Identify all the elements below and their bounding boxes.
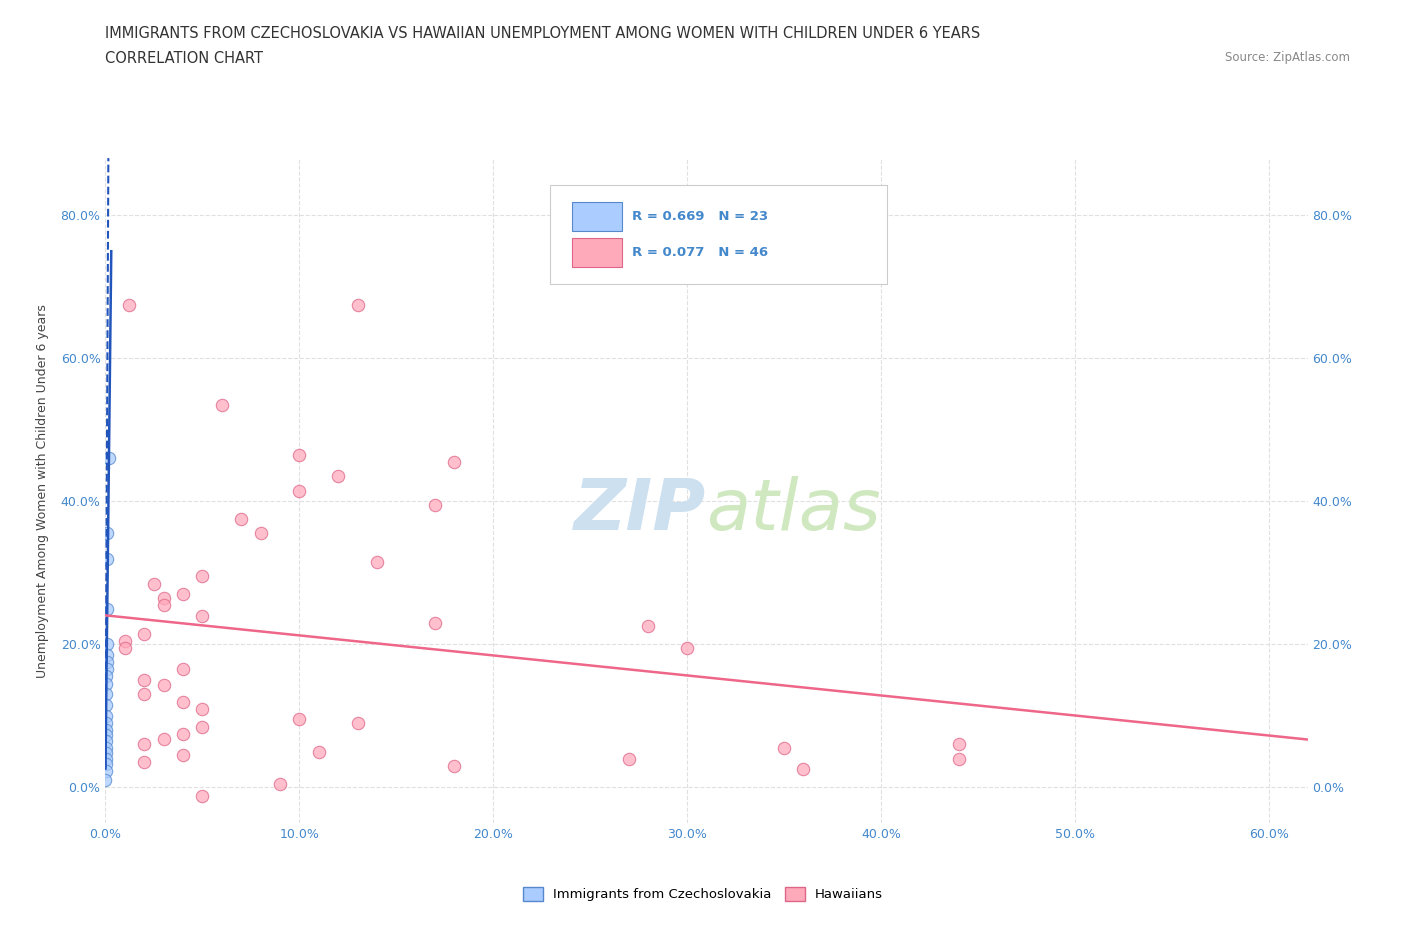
Point [172,726,194,741]
Point [134,737,156,751]
Point [134,626,156,641]
Point [114,641,136,656]
Point [96,551,118,566]
Point [94,740,117,755]
Point [94,773,117,788]
FancyBboxPatch shape [572,238,623,267]
Point [94,698,117,712]
Point [94,709,117,724]
Point [191,569,214,584]
Point [346,298,368,312]
Point [94,723,117,737]
Point [288,447,311,462]
Point [94,727,117,742]
Point [172,694,194,709]
Point [792,762,814,777]
Point [96,676,118,691]
Point [191,608,214,623]
Point [94,756,117,771]
Point [96,526,118,541]
Point [114,633,136,648]
Point [366,554,388,569]
Point [443,758,465,773]
Point [96,647,118,662]
Point [288,712,311,727]
Point [423,498,446,512]
Point [172,748,194,763]
Point [308,744,330,759]
Text: Source: ZipAtlas.com: Source: ZipAtlas.com [1225,51,1350,64]
Point [676,641,699,656]
Text: CORRELATION CHART: CORRELATION CHART [105,51,263,66]
Point [134,755,156,770]
Point [637,619,659,634]
Point [94,734,117,749]
Text: R = 0.077   N = 46: R = 0.077 N = 46 [631,246,768,259]
Point [94,751,117,766]
Point [211,397,233,412]
Text: R = 0.669   N = 23: R = 0.669 N = 23 [631,210,768,223]
Point [96,662,118,677]
Point [96,669,118,684]
Point [152,591,174,605]
Point [134,672,156,687]
Point [152,731,174,746]
Point [152,598,174,613]
Y-axis label: Unemployment Among Women with Children Under 6 years: Unemployment Among Women with Children U… [37,303,49,678]
Point [118,298,141,312]
Point [249,526,271,541]
Point [231,512,253,526]
Point [288,484,311,498]
FancyBboxPatch shape [572,202,623,232]
Point [152,678,174,693]
Point [617,751,640,766]
Point [346,715,368,730]
Point [773,740,796,755]
Point [191,719,214,734]
Point [423,616,446,631]
Legend: Immigrants from Czechoslovakia, Hawaiians: Immigrants from Czechoslovakia, Hawaiian… [517,882,889,907]
Point [172,587,194,602]
Text: IMMIGRANTS FROM CZECHOSLOVAKIA VS HAWAIIAN UNEMPLOYMENT AMONG WOMEN WITH CHILDRE: IMMIGRANTS FROM CZECHOSLOVAKIA VS HAWAII… [105,26,981,41]
Point [94,715,117,730]
FancyBboxPatch shape [550,185,887,285]
Text: atlas: atlas [707,476,882,545]
Point [94,764,117,778]
Point [948,737,970,751]
Point [326,469,349,484]
Point [96,655,118,670]
Point [98,451,121,466]
Point [191,789,214,804]
Point [94,746,117,761]
Point [948,751,970,766]
Point [134,687,156,702]
Point [96,637,118,652]
Point [96,687,118,702]
Text: ZIP: ZIP [574,476,707,545]
Point [142,576,165,591]
Point [172,662,194,677]
Point [269,777,291,791]
Point [443,455,465,470]
Point [96,601,118,616]
Point [191,701,214,716]
